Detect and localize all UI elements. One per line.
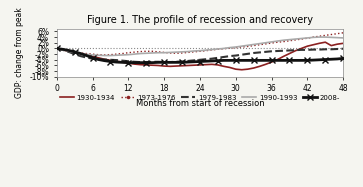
Title: Figure 1. The profile of recession and recovery: Figure 1. The profile of recession and r… — [87, 15, 313, 25]
Y-axis label: GDP: change from peak: GDP: change from peak — [15, 7, 24, 98]
Legend: 1930-1934, 1973-1976, 1979-1983, 1990-1993, 2008-: 1930-1934, 1973-1976, 1979-1983, 1990-19… — [57, 92, 343, 103]
X-axis label: Months from start of recession: Months from start of recession — [136, 99, 264, 108]
